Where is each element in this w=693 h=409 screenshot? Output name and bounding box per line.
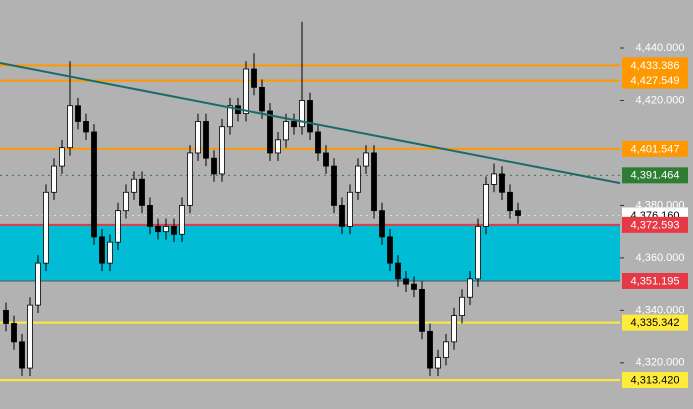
candle-body (419, 288, 425, 332)
candle-body (131, 178, 137, 193)
y-tick-label: 4,420.000 (636, 94, 685, 106)
candle-body (459, 296, 465, 317)
candle-body (323, 152, 329, 167)
candle-body (99, 236, 105, 264)
candle-body (507, 191, 513, 212)
price-tag (622, 57, 688, 74)
candle-body (195, 121, 201, 154)
candle-body (211, 157, 217, 175)
candle-body (27, 304, 33, 369)
candle-body (187, 152, 193, 206)
candle-body (307, 100, 313, 133)
candle-body (363, 152, 369, 167)
price-tag (622, 272, 688, 289)
candle-body (499, 173, 505, 193)
y-tick-label: 4,440.000 (636, 42, 685, 54)
candle-body (67, 105, 73, 149)
candle-body (267, 110, 273, 154)
price-tag-label: 4,313.420 (631, 374, 680, 386)
candle-body (427, 330, 433, 369)
price-tag-label: 4,335.342 (631, 317, 680, 329)
candle-body (3, 309, 9, 324)
price-tag-label: 4,351.195 (631, 275, 680, 287)
candle-body (219, 126, 225, 175)
price-tag (622, 314, 688, 331)
candle-body (443, 341, 449, 358)
y-tick-label: 4,360.000 (636, 252, 685, 264)
candle-body (291, 121, 297, 128)
y-tick-label: 4,320.000 (636, 357, 685, 369)
candle-body (395, 262, 401, 280)
candle-body (227, 105, 233, 128)
candle-body (331, 165, 337, 206)
price-tag (622, 372, 688, 389)
price-tag-label: 4,391.464 (631, 170, 680, 182)
candle-body (403, 278, 409, 285)
candle-body (163, 226, 169, 233)
candle-body (283, 121, 289, 141)
candle-body (275, 139, 281, 154)
candle-body (371, 152, 377, 212)
candle-body (83, 121, 89, 133)
candle-body (315, 131, 321, 154)
candle-body (379, 210, 385, 238)
candle-body (483, 184, 489, 227)
candle-body (299, 100, 305, 128)
candle-body (491, 173, 497, 185)
candle-body (435, 357, 441, 369)
candle-body (411, 283, 417, 290)
candle-body (147, 205, 153, 227)
candle-body (251, 68, 257, 88)
candle-body (59, 147, 65, 167)
candle-body (467, 278, 473, 298)
candle-body (387, 236, 393, 264)
price-tag (622, 216, 688, 233)
candle-body (203, 121, 209, 159)
price-tag (622, 140, 688, 157)
price-tag (622, 167, 688, 184)
candle-body (475, 226, 481, 280)
candle-body (51, 165, 57, 193)
price-tag-label: 4,427.549 (631, 75, 680, 87)
candle-body (35, 262, 41, 306)
candle-body (19, 341, 25, 369)
candle-body (107, 241, 113, 264)
price-tag-label: 4,401.547 (631, 143, 680, 155)
candle-body (171, 226, 177, 235)
candle-body (179, 205, 185, 235)
candle-body (139, 178, 145, 206)
candle-body (91, 131, 97, 238)
trendline (0, 61, 621, 185)
candle-body (347, 191, 353, 227)
candle-body (515, 210, 521, 216)
candle-body (355, 165, 361, 193)
candle-body (259, 86, 265, 112)
candle-body (243, 68, 249, 114)
candle-body (339, 205, 345, 227)
candle-body (123, 191, 129, 212)
candle-body (155, 226, 161, 233)
candle-body (115, 210, 121, 243)
candle-body (75, 105, 81, 122)
price-tag-label: 4,372.593 (631, 219, 680, 231)
candle-body (451, 315, 457, 343)
price-tag-label: 4,433.386 (631, 60, 680, 72)
candle-body (11, 323, 17, 343)
y-tick-label: 4,340.000 (636, 304, 685, 316)
candle-body (43, 191, 49, 264)
price-tag (622, 72, 688, 89)
